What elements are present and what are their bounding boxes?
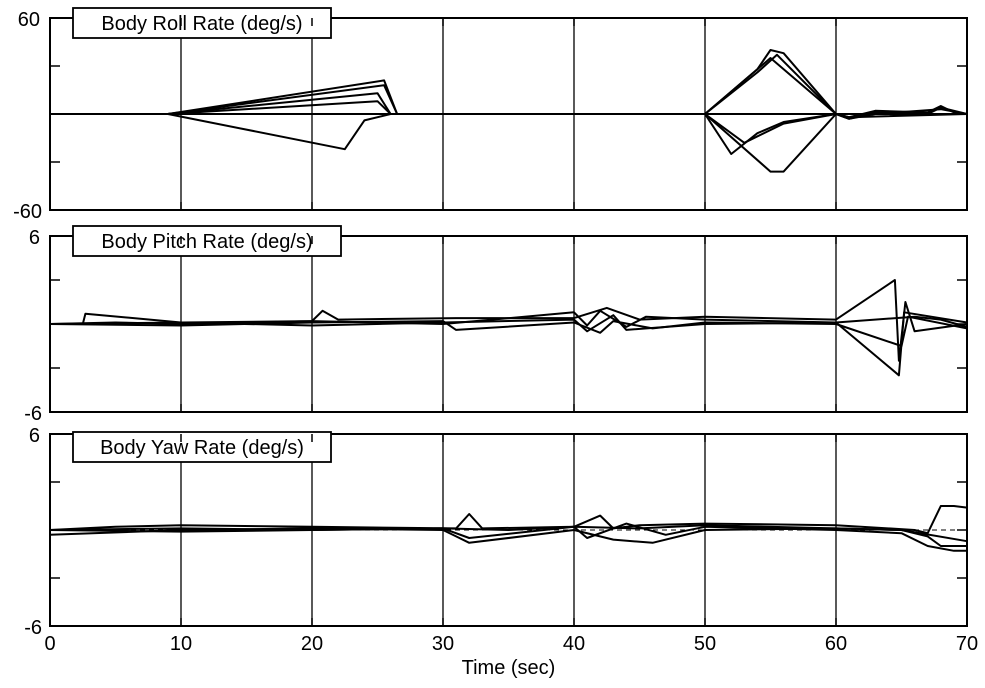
y-tick-label: -6	[24, 617, 42, 639]
series-line	[50, 113, 968, 173]
panel-title: Body Pitch Rate (deg/s)	[101, 231, 312, 253]
panel-title: Body Yaw Rate (deg/s)	[100, 437, 304, 459]
panel-title-box	[72, 225, 342, 257]
x-tick-label: 60	[825, 633, 847, 655]
x-tick-label: 50	[694, 633, 716, 655]
panel-title: Body Roll Rate (deg/s)	[101, 13, 302, 35]
panel-title-box	[72, 431, 332, 463]
x-tick-label: 30	[432, 633, 454, 655]
y-tick-label: -6	[24, 403, 42, 425]
series-line	[49, 505, 968, 535]
y-tick-label: -60	[13, 201, 42, 223]
x-axis-title: Time (sec)	[462, 657, 556, 679]
x-tick-label: 0	[44, 633, 55, 655]
series-line	[50, 57, 968, 120]
series-line	[49, 314, 968, 333]
y-tick-label: 60	[18, 9, 40, 31]
y-tick-label: 6	[29, 425, 40, 447]
series-line	[49, 315, 968, 347]
x-tick-label: 70	[956, 633, 978, 655]
series-line	[50, 49, 968, 119]
y-tick-label: 6	[29, 227, 40, 249]
x-tick-label: 20	[301, 633, 323, 655]
x-tick-label: 10	[170, 633, 192, 655]
series-line	[50, 113, 967, 155]
panel-title-box	[72, 7, 332, 39]
x-tick-label: 40	[563, 633, 585, 655]
series-line	[49, 524, 968, 543]
